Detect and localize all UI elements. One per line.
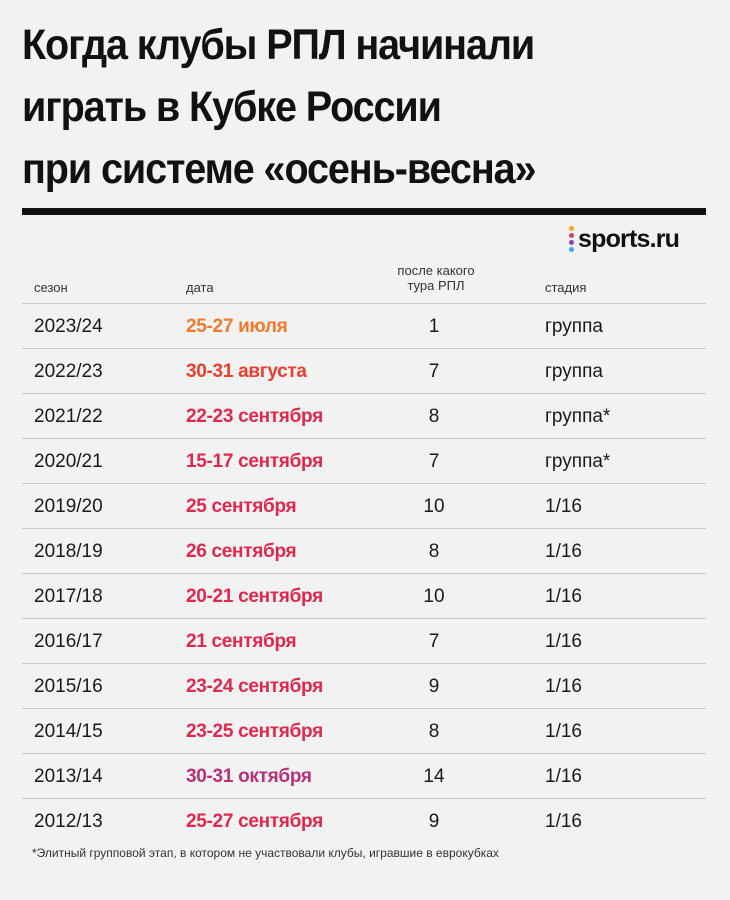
logo-dots-icon [569, 226, 574, 252]
round-cell: 8 [428, 406, 440, 427]
season-cell: 2015/16 [34, 676, 103, 697]
title-divider [22, 208, 706, 215]
logo-dot [569, 240, 574, 245]
table-row: 2012/13 25-27 сентября 9 1/16 [22, 798, 706, 843]
table-row: 2021/22 22-23 сентября 8 группа* [22, 393, 706, 438]
logo-dot [569, 226, 574, 231]
table-row: 2016/17 21 сентября 7 1/16 [22, 618, 706, 663]
date-cell: 21 сентября [186, 631, 297, 652]
round-cell: 14 [423, 766, 445, 787]
table-row: 2020/21 15-17 сентября 7 группа* [22, 438, 706, 483]
date-cell: 25-27 сентября [186, 811, 323, 832]
header-round-line2: тура РПЛ [407, 278, 465, 293]
date-cell: 23-24 сентября [186, 676, 323, 697]
stage-cell: группа [545, 316, 603, 337]
round-cell: 10 [423, 586, 445, 607]
season-cell: 2021/22 [34, 406, 103, 427]
season-cell: 2018/19 [34, 541, 103, 562]
stage-cell: группа [545, 361, 603, 382]
logo-dot [569, 247, 574, 252]
date-cell: 26 сентября [186, 541, 297, 562]
table-row: 2023/24 25-27 июля 1 группа [22, 303, 706, 348]
stage-cell: 1/16 [545, 811, 582, 832]
date-cell: 25 сентября [186, 496, 297, 517]
stage-cell: группа* [545, 451, 611, 472]
stage-cell: 1/16 [545, 496, 582, 517]
round-cell: 1 [428, 316, 440, 337]
title-line: играть в Кубке России [22, 83, 442, 131]
round-cell: 9 [428, 811, 440, 832]
table-header: сезон дата после какого тура РПЛ стадия [0, 262, 730, 302]
title-line: при системе «осень-весна» [22, 145, 537, 193]
season-cell: 2012/13 [34, 811, 103, 832]
round-cell: 8 [428, 721, 440, 742]
header-season: сезон [34, 280, 68, 295]
round-cell: 7 [428, 451, 440, 472]
round-cell: 10 [423, 496, 445, 517]
season-cell: 2017/18 [34, 586, 103, 607]
stage-cell: 1/16 [545, 541, 582, 562]
round-cell: 7 [428, 631, 440, 652]
stage-cell: 1/16 [545, 631, 582, 652]
table-row: 2014/15 23-25 сентября 8 1/16 [22, 708, 706, 753]
season-cell: 2023/24 [34, 316, 103, 337]
table-row: 2015/16 23-24 сентября 9 1/16 [22, 663, 706, 708]
round-cell: 7 [428, 361, 440, 382]
date-cell: 25-27 июля [186, 316, 288, 337]
round-cell: 9 [428, 676, 440, 697]
season-cell: 2022/23 [34, 361, 103, 382]
stage-cell: 1/16 [545, 721, 582, 742]
date-cell: 15-17 сентября [186, 451, 323, 472]
season-cell: 2019/20 [34, 496, 103, 517]
table-row: 2018/19 26 сентября 8 1/16 [22, 528, 706, 573]
header-round: после какого тура РПЛ [380, 263, 492, 293]
table-body: 2023/24 25-27 июля 1 группа 2022/23 30-31 авг… [22, 303, 706, 843]
table-row: 2017/18 20-21 сентября 10 1/16 [22, 573, 706, 618]
title-line: Когда клубы РПЛ начинали [22, 21, 535, 69]
header-round-line1: после какого [397, 263, 475, 278]
round-cell: 8 [428, 541, 440, 562]
logo-text: sports.ru [578, 224, 680, 253]
table-row: 2013/14 30-31 октября 14 1/16 [22, 753, 706, 798]
page-title: Когда клубы РПЛ начинали играть в Кубке … [22, 14, 657, 200]
date-cell: 20-21 сентября [186, 586, 323, 607]
header-stage: стадия [545, 280, 587, 295]
date-cell: 23-25 сентября [186, 721, 323, 742]
season-cell: 2020/21 [34, 451, 103, 472]
stage-cell: группа* [545, 406, 611, 427]
logo-dot [569, 233, 574, 238]
stage-cell: 1/16 [545, 676, 582, 697]
sports-ru-logo: sports.ru [569, 222, 680, 256]
date-cell: 22-23 сентября [186, 406, 323, 427]
stage-cell: 1/16 [545, 766, 582, 787]
season-cell: 2016/17 [34, 631, 103, 652]
date-cell: 30-31 августа [186, 361, 307, 382]
footnote: *Элитный групповой этап, в котором не уч… [32, 846, 499, 860]
date-cell: 30-31 октября [186, 766, 312, 787]
header-date: дата [186, 280, 214, 295]
table-row: 2019/20 25 сентября 10 1/16 [22, 483, 706, 528]
season-cell: 2013/14 [34, 766, 103, 787]
stage-cell: 1/16 [545, 586, 582, 607]
season-cell: 2014/15 [34, 721, 103, 742]
table-row: 2022/23 30-31 августа 7 группа [22, 348, 706, 393]
